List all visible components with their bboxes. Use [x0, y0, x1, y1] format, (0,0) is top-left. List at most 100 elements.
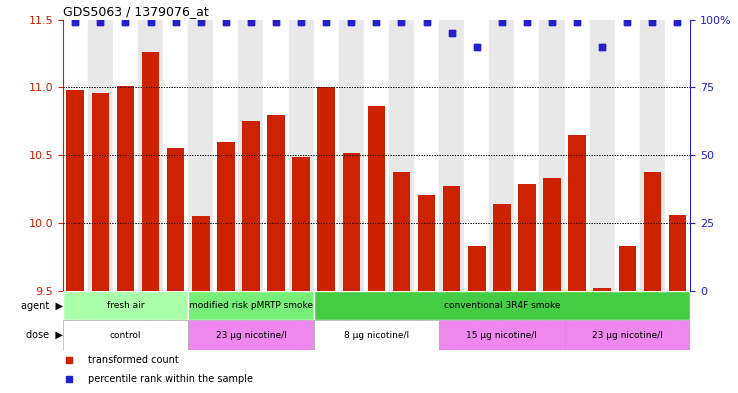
- Bar: [242, 121, 260, 291]
- Bar: [167, 149, 184, 291]
- Bar: [188, 291, 314, 320]
- Bar: [468, 246, 486, 291]
- Point: [496, 19, 508, 26]
- Text: percentile rank within the sample: percentile rank within the sample: [88, 374, 253, 384]
- Bar: [669, 215, 686, 291]
- Bar: [88, 20, 113, 291]
- Point: [471, 44, 483, 50]
- Point: [596, 44, 608, 50]
- Bar: [518, 184, 536, 291]
- Text: dose  ▶: dose ▶: [26, 330, 63, 340]
- Bar: [368, 107, 385, 291]
- Point: [621, 19, 633, 26]
- Text: transformed count: transformed count: [88, 354, 179, 365]
- Bar: [644, 171, 661, 291]
- Bar: [188, 20, 213, 291]
- Bar: [368, 107, 385, 291]
- Bar: [389, 20, 414, 291]
- Point: [94, 19, 106, 26]
- Point: [245, 19, 257, 26]
- Bar: [414, 20, 439, 291]
- Bar: [142, 52, 159, 291]
- Bar: [393, 171, 410, 291]
- Bar: [443, 186, 461, 291]
- Point: [345, 19, 357, 26]
- Bar: [565, 320, 690, 350]
- Bar: [640, 20, 665, 291]
- Bar: [418, 195, 435, 291]
- Text: control: control: [110, 331, 141, 340]
- Point: [345, 19, 357, 26]
- Text: modified risk pMRTP smoke: modified risk pMRTP smoke: [189, 301, 313, 310]
- Bar: [593, 288, 611, 291]
- Point: [396, 19, 407, 26]
- Bar: [493, 204, 511, 291]
- Bar: [565, 20, 590, 291]
- Bar: [593, 288, 611, 291]
- Point: [521, 19, 533, 26]
- Bar: [289, 20, 314, 291]
- Bar: [514, 20, 539, 291]
- Bar: [192, 216, 210, 291]
- Bar: [317, 87, 335, 291]
- Bar: [314, 20, 339, 291]
- Bar: [63, 20, 88, 291]
- Text: conventional 3R4F smoke: conventional 3R4F smoke: [444, 301, 560, 310]
- Bar: [292, 156, 310, 291]
- Bar: [464, 20, 489, 291]
- Bar: [618, 246, 636, 291]
- Point: [421, 19, 432, 26]
- Bar: [393, 171, 410, 291]
- Point: [370, 19, 382, 26]
- Bar: [263, 20, 289, 291]
- Bar: [314, 320, 439, 350]
- Text: 23 μg nicotine/l: 23 μg nicotine/l: [215, 331, 286, 340]
- Point: [370, 19, 382, 26]
- Bar: [217, 141, 235, 291]
- Point: [546, 19, 558, 26]
- Point: [220, 19, 232, 26]
- Point: [320, 19, 332, 26]
- Point: [63, 376, 75, 382]
- Bar: [213, 20, 238, 291]
- Point: [320, 19, 332, 26]
- Bar: [418, 195, 435, 291]
- Point: [195, 19, 207, 26]
- Point: [69, 19, 81, 26]
- Point: [571, 19, 583, 26]
- Point: [145, 19, 156, 26]
- Bar: [267, 114, 285, 291]
- Point: [672, 19, 683, 26]
- Bar: [192, 216, 210, 291]
- Point: [571, 19, 583, 26]
- Bar: [618, 246, 636, 291]
- Bar: [167, 149, 184, 291]
- Point: [120, 19, 131, 26]
- Bar: [342, 152, 360, 291]
- Point: [170, 19, 182, 26]
- Point: [295, 19, 307, 26]
- Point: [646, 19, 658, 26]
- Point: [270, 19, 282, 26]
- Bar: [518, 184, 536, 291]
- Bar: [539, 20, 565, 291]
- Bar: [163, 20, 188, 291]
- Text: 8 μg nicotine/l: 8 μg nicotine/l: [344, 331, 409, 340]
- Bar: [543, 178, 561, 291]
- Bar: [568, 135, 586, 291]
- Bar: [543, 178, 561, 291]
- Text: GDS5063 / 1379076_at: GDS5063 / 1379076_at: [63, 6, 208, 18]
- Point: [471, 44, 483, 50]
- Point: [63, 356, 75, 363]
- Point: [120, 19, 131, 26]
- Bar: [339, 20, 364, 291]
- Bar: [615, 20, 640, 291]
- Bar: [63, 291, 188, 320]
- Bar: [644, 171, 661, 291]
- Bar: [66, 90, 84, 291]
- Bar: [292, 156, 310, 291]
- Bar: [590, 20, 615, 291]
- Point: [245, 19, 257, 26]
- Point: [621, 19, 633, 26]
- Point: [646, 19, 658, 26]
